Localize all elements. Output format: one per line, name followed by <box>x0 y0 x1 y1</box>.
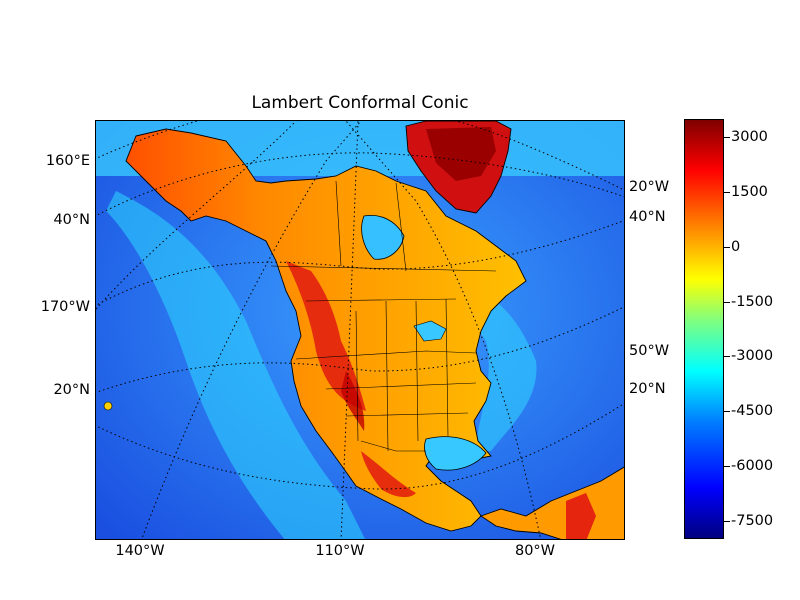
political-borders <box>270 180 497 452</box>
colorbar-tick-label: -6000 <box>731 457 774 474</box>
left-label-170w: 170°W <box>40 299 90 315</box>
bottom-label-110w: 110°W <box>315 543 365 559</box>
atlantic-shelf <box>416 271 537 451</box>
colorbar <box>684 119 724 539</box>
colorbar-tick-label: 1500 <box>731 184 768 201</box>
bottom-label-80w: 80°W <box>514 543 556 559</box>
colorbar-tick-mark <box>724 465 730 467</box>
pacific-shelf <box>106 191 365 539</box>
left-label-160e: 160°E <box>45 153 90 169</box>
bottom-label-140w: 140°W <box>115 543 165 559</box>
colorbar-tick-mark <box>724 301 730 303</box>
colorbar-tick-label: -3000 <box>731 348 774 365</box>
right-label-50w: 50°W <box>629 343 670 359</box>
hawaii-island <box>103 401 113 411</box>
graticule <box>96 121 624 539</box>
left-label-40n: 40°N <box>53 212 90 228</box>
right-label-20w: 20°W <box>629 179 670 195</box>
map-svg <box>96 121 624 539</box>
hudson-bay <box>361 214 405 260</box>
colorbar-tick-label: -4500 <box>731 403 774 420</box>
colorbar-tick-mark <box>724 246 730 248</box>
right-label-40n: 40°N <box>629 209 666 225</box>
gulf-of-mexico <box>424 436 487 471</box>
colorbar-tick-label: -1500 <box>731 293 774 310</box>
colorbar-tick-mark <box>724 520 730 522</box>
right-label-20n: 20°N <box>629 381 666 397</box>
colorbar-tick-mark <box>724 356 730 358</box>
great-lakes <box>413 320 447 342</box>
colorbar-tick-label: 0 <box>731 238 741 255</box>
colorbar-tick-label: -7500 <box>731 512 774 529</box>
map-canvas[interactable] <box>95 120 625 540</box>
colorbar-tick-label: 3000 <box>731 129 768 146</box>
colorado-plateau <box>341 371 365 431</box>
map-title: Lambert Conformal Conic <box>251 93 469 113</box>
colorbar-tick-mark <box>724 192 730 194</box>
mexico-highlands <box>361 451 416 498</box>
greenland-ice-cap <box>426 127 496 181</box>
colorbar-tick-mark <box>724 137 730 139</box>
left-label-20n: 20°N <box>53 382 90 398</box>
colorbar-tick-mark <box>724 411 730 413</box>
andes <box>566 493 596 539</box>
